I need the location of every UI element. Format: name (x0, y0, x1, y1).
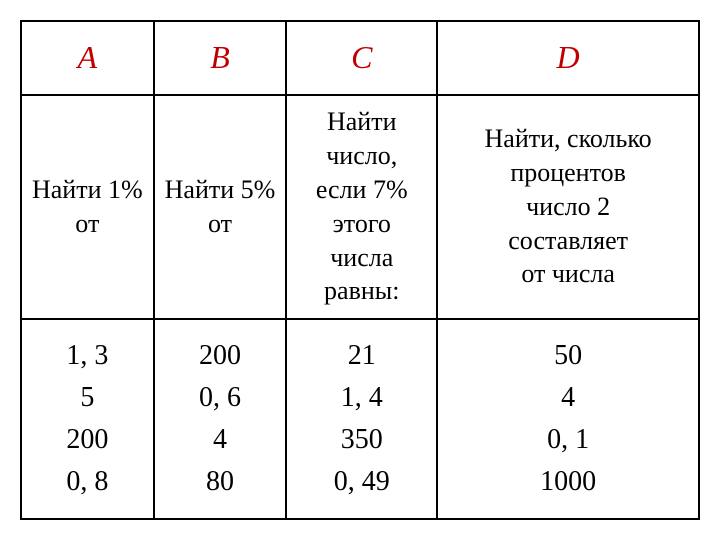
desc-a: Найти 1% от (21, 95, 154, 319)
header-b: B (154, 21, 287, 95)
header-d: D (437, 21, 699, 95)
header-a: A (21, 21, 154, 95)
header-row: A B C D (21, 21, 699, 95)
desc-d: Найти, сколько процентов число 2 составл… (437, 95, 699, 319)
data-a: 1, 3 5 200 0, 8 (21, 319, 154, 519)
header-c: C (286, 21, 437, 95)
percent-table: A B C D Найти 1% от Найти 5% от Найти чи… (20, 20, 700, 520)
data-row: 1, 3 5 200 0, 8 200 0, 6 4 80 21 1, 4 35… (21, 319, 699, 519)
data-d: 50 4 0, 1 1000 (437, 319, 699, 519)
desc-c: Найти число, если 7% этого числа равны: (286, 95, 437, 319)
data-b: 200 0, 6 4 80 (154, 319, 287, 519)
description-row: Найти 1% от Найти 5% от Найти число, есл… (21, 95, 699, 319)
desc-b: Найти 5% от (154, 95, 287, 319)
data-c: 21 1, 4 350 0, 49 (286, 319, 437, 519)
